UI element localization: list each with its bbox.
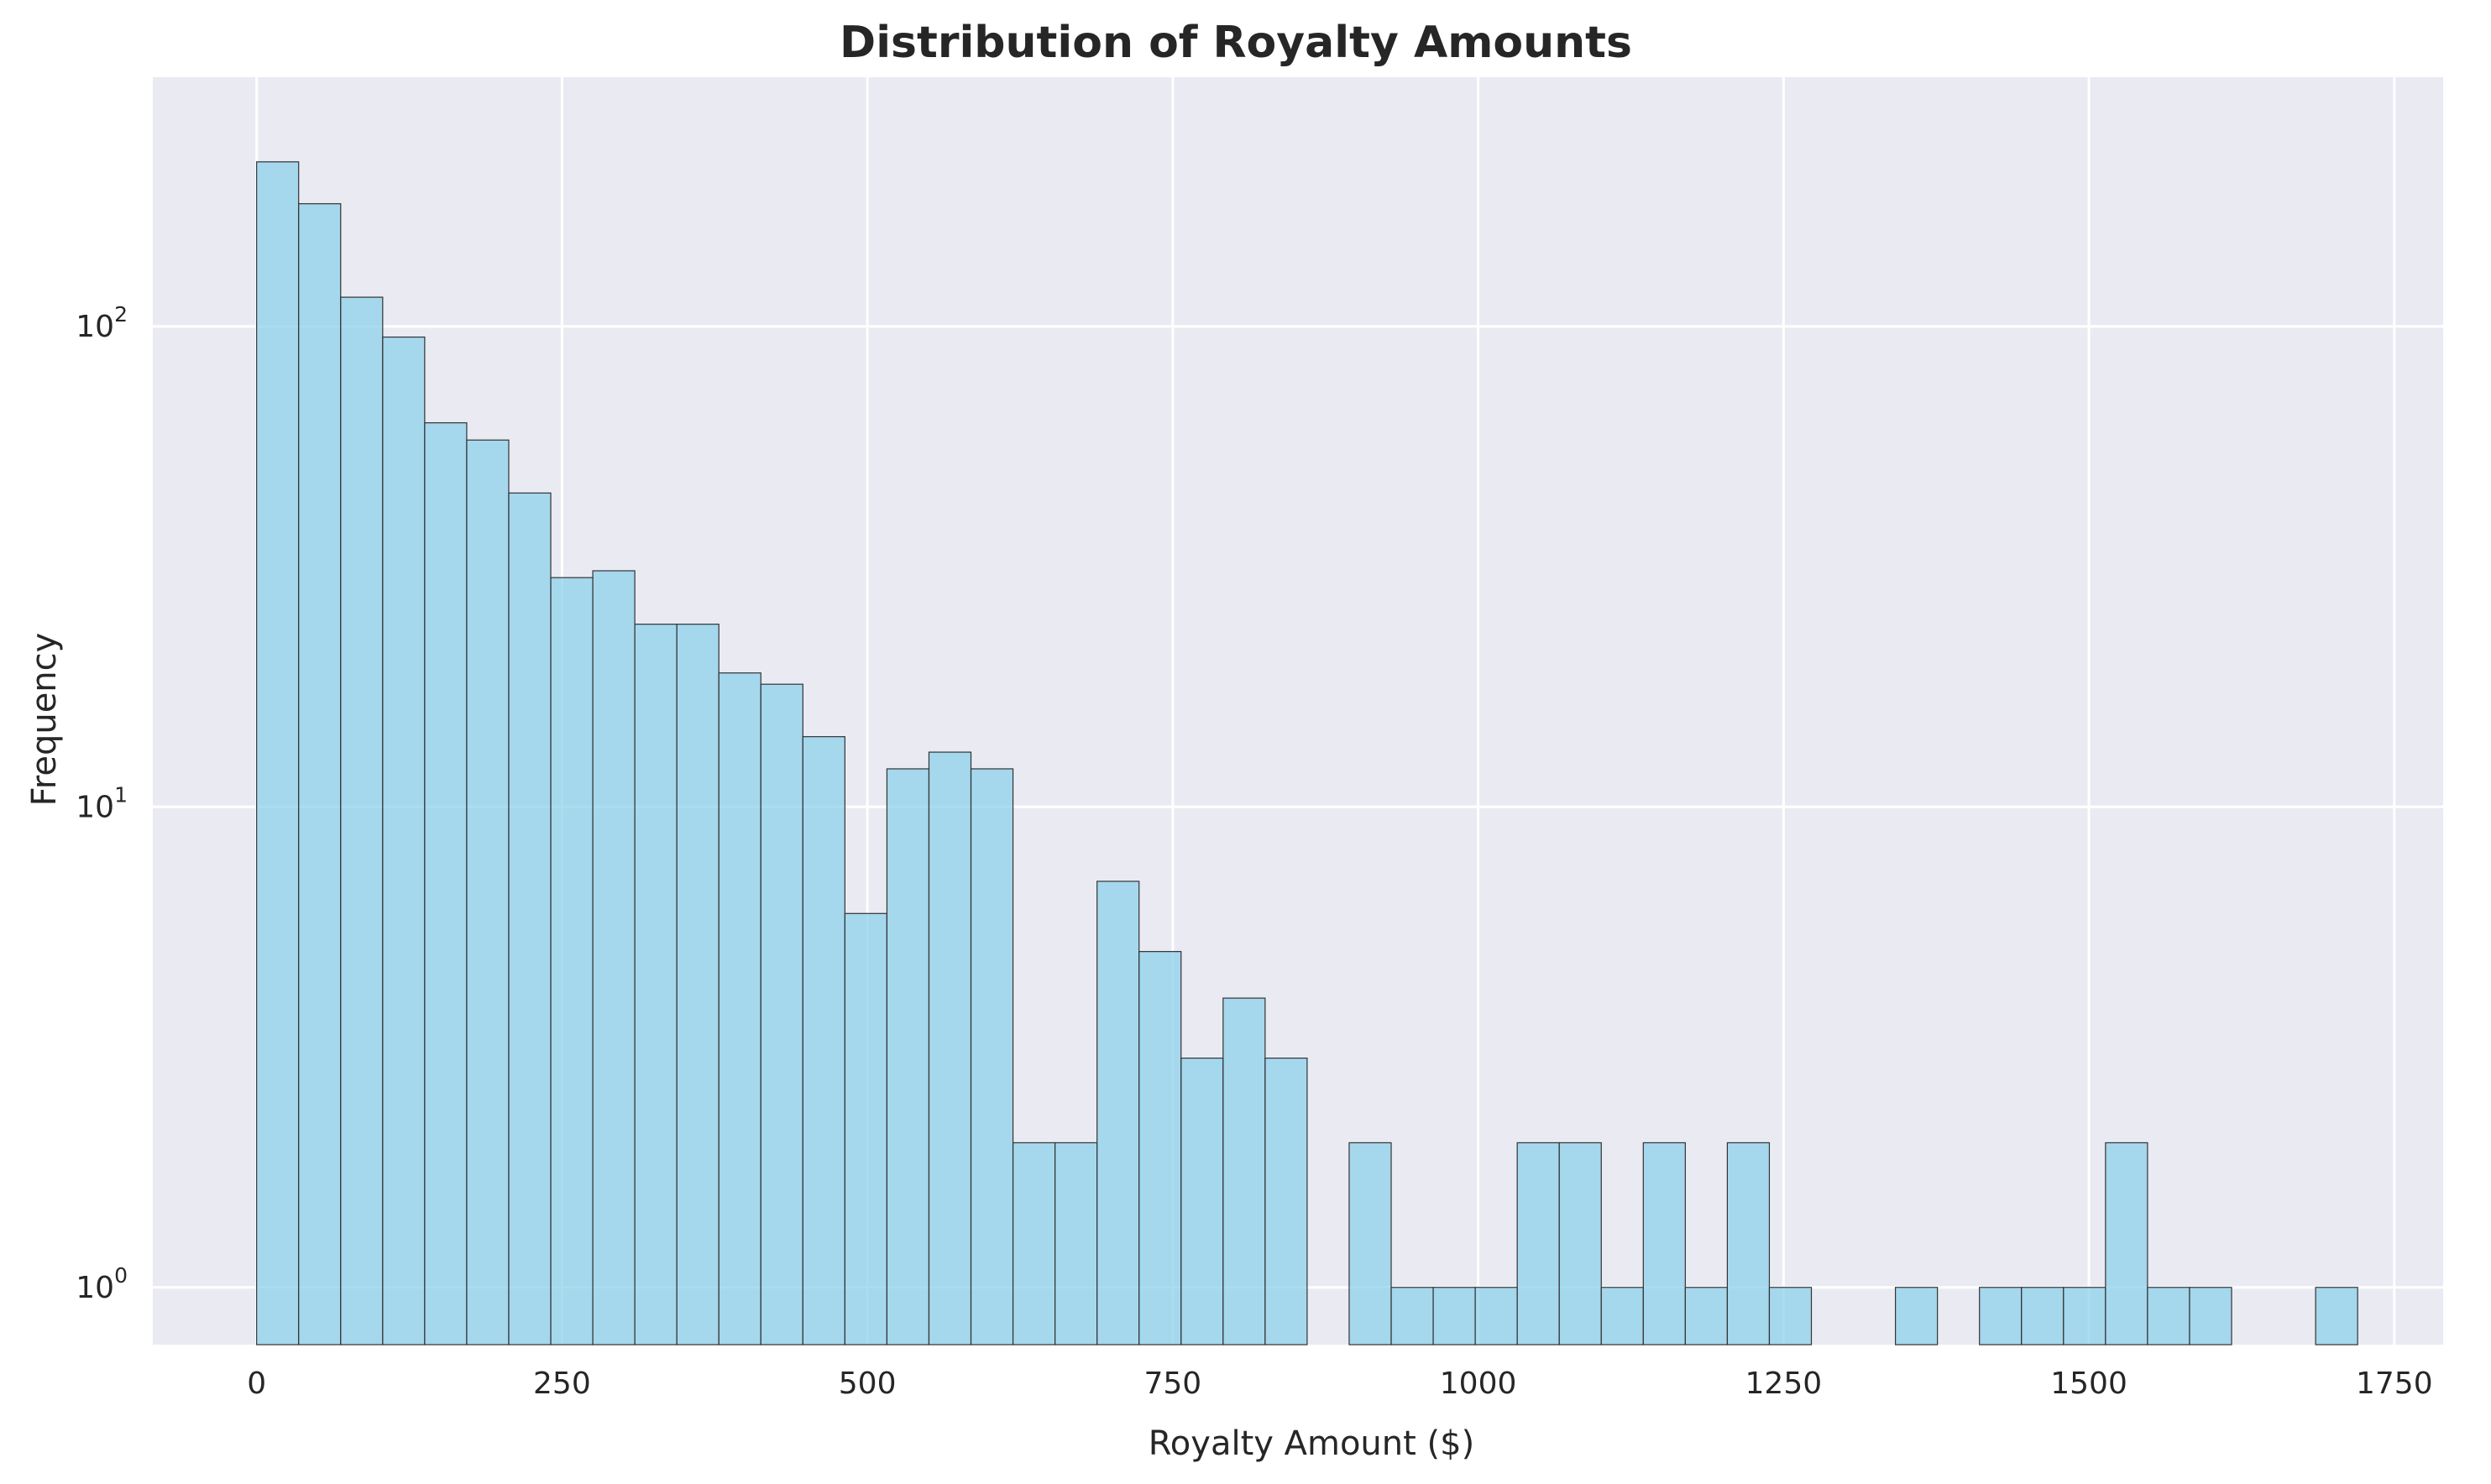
histogram-bar: [1600, 1287, 1644, 1346]
histogram-bar: [1684, 1287, 1729, 1346]
histogram-bar: [256, 161, 300, 1346]
histogram-bars: [256, 161, 2358, 1346]
histogram-bar: [1138, 951, 1182, 1346]
x-tick-label: 1750: [2356, 1366, 2433, 1401]
y-axis-label: Frequency: [25, 633, 64, 807]
histogram-bar: [1895, 1287, 1939, 1346]
histogram-bar: [1096, 880, 1140, 1346]
y-tick-exponent: 0: [114, 1263, 128, 1288]
histogram-bar: [1474, 1287, 1518, 1346]
histogram-bar: [2315, 1287, 2358, 1346]
chart-title: Distribution of Royalty Amounts: [840, 18, 1632, 68]
y-tick-label: 102: [76, 302, 128, 344]
x-tick-label: 1500: [2050, 1366, 2127, 1401]
histogram-bar: [1348, 1142, 1392, 1346]
y-tick-label: 100: [76, 1263, 128, 1305]
histogram-bar: [2105, 1142, 2148, 1346]
histogram-bar: [928, 751, 972, 1346]
histogram-bar: [1222, 997, 1266, 1346]
histogram-bar: [844, 912, 888, 1346]
histogram-bar: [1768, 1287, 1813, 1346]
histogram-bar: [2063, 1287, 2106, 1346]
histogram-bar: [592, 570, 636, 1346]
y-tick-exponent: 1: [114, 782, 128, 807]
histogram-bar: [1642, 1142, 1686, 1346]
histogram-bar: [1726, 1142, 1771, 1346]
histogram-bar: [424, 422, 468, 1346]
histogram-bar: [1558, 1142, 1602, 1346]
histogram-bar: [634, 624, 678, 1346]
histogram-bar: [508, 492, 552, 1346]
histogram-bar: [1516, 1142, 1560, 1346]
histogram-bar: [2147, 1287, 2190, 1346]
histogram-bar: [2189, 1287, 2232, 1346]
x-tick-label: 0: [247, 1366, 266, 1401]
histogram-bar: [2021, 1287, 2064, 1346]
histogram-bar: [1432, 1287, 1476, 1346]
histogram-bar: [886, 768, 930, 1346]
histogram-bar: [970, 768, 1014, 1346]
histogram-bar: [382, 336, 426, 1346]
histogram-bar: [1264, 1058, 1308, 1346]
x-tick-label: 250: [533, 1366, 591, 1401]
histogram-bar: [1180, 1058, 1224, 1346]
histogram-bar: [1054, 1142, 1098, 1346]
x-tick-label: 750: [1144, 1366, 1202, 1401]
y-tick-exponent: 2: [114, 302, 128, 327]
x-axis-label: Royalty Amount ($): [1149, 1424, 1474, 1463]
histogram-bar: [550, 577, 594, 1346]
histogram-bar: [1979, 1287, 2023, 1346]
histogram-bar: [298, 203, 342, 1346]
y-tick-label: 101: [76, 782, 128, 824]
x-tick-label: 1250: [1745, 1366, 1823, 1401]
histogram-bar: [340, 296, 384, 1346]
histogram-bar: [718, 672, 761, 1346]
histogram-bar: [760, 683, 803, 1346]
histogram-bar: [802, 736, 845, 1346]
x-tick-label: 500: [839, 1366, 897, 1401]
histogram-bar: [466, 439, 510, 1346]
x-tick-label: 1000: [1440, 1366, 1517, 1401]
histogram-bar: [1390, 1287, 1434, 1346]
histogram-bar: [676, 624, 720, 1346]
histogram-bar: [1012, 1142, 1056, 1346]
